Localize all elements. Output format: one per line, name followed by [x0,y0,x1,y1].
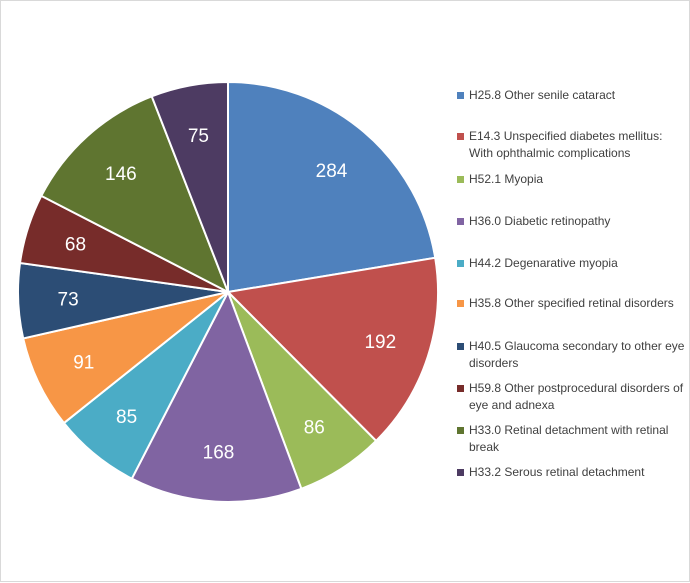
legend-swatch [457,176,464,183]
legend-swatch [457,92,464,99]
legend-swatch [457,133,464,140]
legend-item: H35.8 Other specified retinal disorders [457,295,687,312]
legend-label: E14.3 Unspecified diabetes mellitus: Wit… [469,129,663,160]
data-label-9: 75 [188,126,209,147]
legend-item: H59.8 Other postprocedural disorders of … [457,380,687,414]
legend-item: H33.2 Serous retinal detachment [457,464,687,481]
legend-item: H33.0 Retinal detachment with retinal br… [457,422,687,456]
pie-slice-1 [225,256,439,443]
pie-slice-8 [39,95,230,295]
data-label-6: 73 [58,290,79,311]
legend-swatch [457,427,464,434]
legend-label: H33.2 Serous retinal detachment [469,465,645,479]
legend-swatch [457,300,464,307]
legend-label: H36.0 Diabetic retinopathy [469,214,611,228]
pie-slice-9 [150,80,229,293]
data-label-1: 192 [364,332,396,353]
legend-swatch [457,343,464,350]
legend-label: H44.2 Degenarative myopia [469,256,618,270]
legend-item: H44.2 Degenarative myopia [457,255,687,272]
legend-swatch [457,218,464,225]
legend-item: H25.8 Other senile cataract [457,87,687,104]
legend-item: H40.5 Glaucoma secondary to other eye di… [457,338,687,372]
data-label-3: 168 [203,443,235,464]
legend-item: H52.1 Myopia [457,171,687,188]
data-label-2: 86 [304,418,325,439]
legend-label: H40.5 Glaucoma secondary to other eye di… [469,339,685,370]
data-label-5: 91 [73,352,94,373]
legend-swatch [457,385,464,392]
data-label-8: 146 [105,164,137,185]
legend-swatch [457,469,464,476]
legend-item: E14.3 Unspecified diabetes mellitus: Wit… [457,128,687,162]
legend-label: H25.8 Other senile cataract [469,88,616,102]
legend-label: H35.8 Other specified retinal disorders [469,296,674,310]
legend-label: H33.0 Retinal detachment with retinal br… [469,423,669,454]
data-label-0: 284 [316,161,348,182]
pie-slice-0 [227,80,437,294]
legend-label: H59.8 Other postprocedural disorders of … [469,381,684,412]
data-label-7: 68 [65,235,86,256]
legend-label: H52.1 Myopia [469,172,544,186]
data-label-4: 85 [116,407,137,428]
pie-chart: 284 192 86 168 85 91 73 68 146 75 [17,80,439,503]
legend-swatch [457,260,464,267]
legend-item: H36.0 Diabetic retinopathy [457,213,687,230]
pie-slice-3 [130,289,303,503]
